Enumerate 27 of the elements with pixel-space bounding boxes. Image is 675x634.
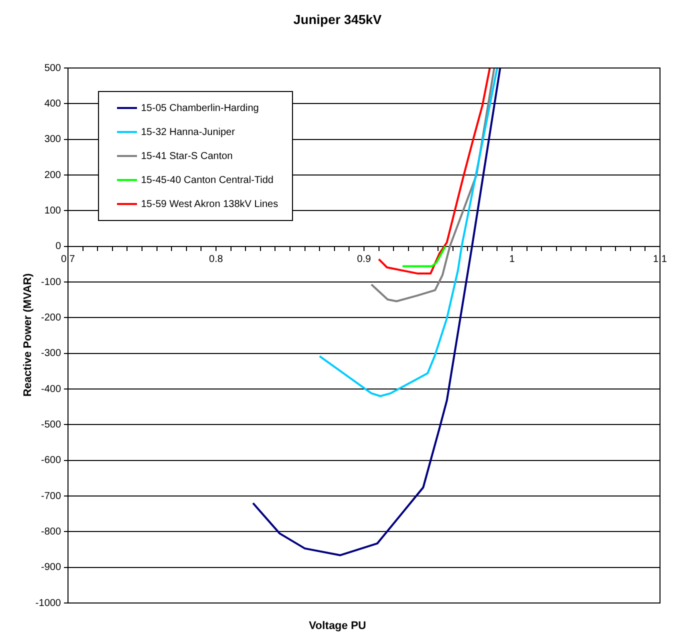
y-tick-label: -900 bbox=[40, 562, 62, 574]
y-tick-label: -1000 bbox=[35, 598, 62, 609]
legend-label: 15-05 Chamberlin-Harding bbox=[141, 102, 259, 114]
y-axis-title: Reactive Power (MVAR) bbox=[22, 273, 34, 397]
y-tick-label: 200 bbox=[44, 170, 62, 181]
y-tick-label: -300 bbox=[40, 348, 62, 360]
y-tick-label: -200 bbox=[40, 312, 62, 324]
legend-label: 15-45-40 Canton Central-Tidd bbox=[141, 174, 274, 186]
y-tick-label: 500 bbox=[44, 62, 62, 74]
y-tick-label: -800 bbox=[40, 526, 62, 538]
chart-title: Juniper 345kV bbox=[292, 12, 383, 27]
y-tick-label: 400 bbox=[44, 98, 62, 110]
y-tick-label: -400 bbox=[40, 384, 62, 395]
y-tick-label: 300 bbox=[44, 134, 62, 146]
x-tick-label: 0.8 bbox=[209, 254, 224, 266]
y-tick-label: 0 bbox=[55, 241, 62, 252]
x-axis-title: Voltage PU bbox=[308, 620, 368, 632]
y-tick-label: 100 bbox=[44, 205, 62, 216]
x-tick-label: 1 bbox=[509, 254, 516, 266]
legend-label: 15-59 West Akron 138kV Lines bbox=[141, 198, 278, 210]
y-tick-label: -100 bbox=[40, 276, 62, 288]
y-tick-label: -500 bbox=[40, 419, 62, 430]
legend-label: 15-32 Hanna-Juniper bbox=[141, 126, 235, 138]
legend-label: 15-41 Star-S Canton bbox=[141, 150, 233, 162]
y-tick-label: -600 bbox=[40, 455, 62, 466]
y-tick-label: -700 bbox=[40, 490, 62, 502]
x-tick-label: 0.9 bbox=[357, 254, 372, 266]
